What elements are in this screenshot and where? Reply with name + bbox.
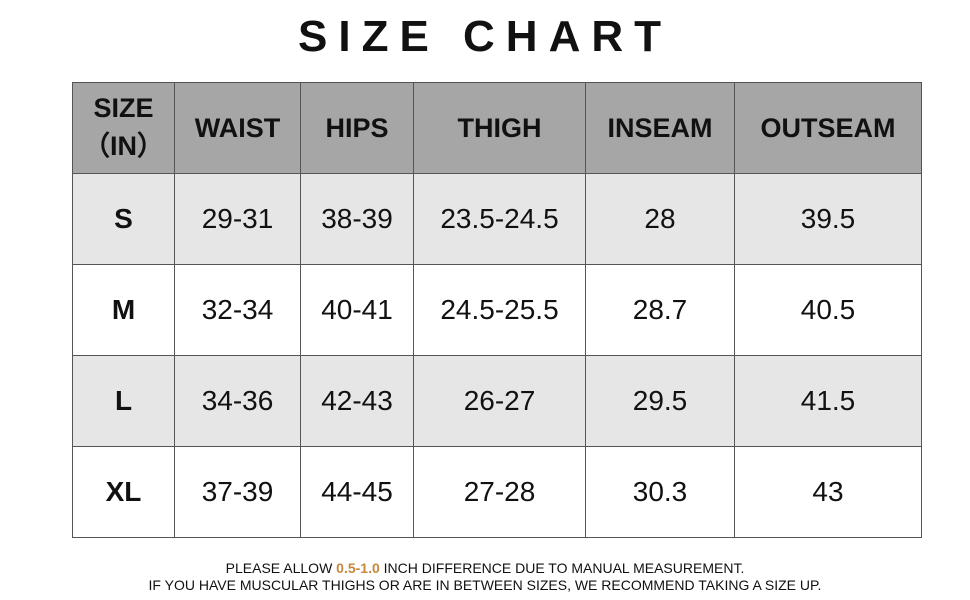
header-cell: OUTSEAM — [734, 82, 922, 174]
value-cell: 39.5 — [734, 173, 922, 265]
value-cell: 41.5 — [734, 355, 922, 447]
note: IF YOU HAVE MUSCULAR THIGHS OR ARE IN BE… — [148, 577, 822, 593]
value-cell: 29-31 — [174, 173, 301, 265]
value-cell: 24.5-25.5 — [413, 264, 586, 356]
title: SIZE CHART — [298, 12, 672, 61]
value-cell: 34-36 — [174, 355, 301, 447]
value-cell: 42-43 — [300, 355, 414, 447]
note-text: INCH DIFFERENCE DUE TO MANUAL MEASUREMEN… — [383, 560, 745, 576]
note: PLEASE ALLOW 0.5-1.0 INCH DIFFERENCE DUE… — [0, 560, 970, 576]
value-cell: 28.7 — [585, 264, 735, 356]
value-cell: 32-34 — [174, 264, 301, 356]
header-row: SIZE （IN） WAIST HIPS THIGH INSEAM OUTSEAM — [72, 82, 922, 174]
header-cell: SIZE （IN） — [72, 82, 175, 174]
value-cell: 40-41 — [300, 264, 414, 356]
note-highlight: 0.5-1.0 — [336, 560, 380, 576]
size-cell: XL — [72, 446, 175, 538]
value-cell: 23.5-24.5 — [413, 173, 586, 265]
value-cell: 26-27 — [413, 355, 586, 447]
value-cell: 44-45 — [300, 446, 414, 538]
header-cell: INSEAM — [585, 82, 735, 174]
table-row: S 29-31 38-39 23.5-24.5 28 39.5 — [72, 173, 922, 265]
size-cell: L — [72, 355, 175, 447]
table-row: XL 37-39 44-45 27-28 30.3 43 — [72, 446, 922, 538]
value-cell: 40.5 — [734, 264, 922, 356]
header-cell: THIGH — [413, 82, 586, 174]
value-cell: 30.3 — [585, 446, 735, 538]
header-text: （IN） — [83, 131, 164, 161]
size-cell: S — [72, 173, 175, 265]
header-cell: HIPS — [300, 82, 414, 174]
value-cell: 38-39 — [300, 173, 414, 265]
value-cell: 28 — [585, 173, 735, 265]
size-table: SIZE （IN） WAIST HIPS THIGH INSEAM OUTSEAM S 29… — [72, 82, 922, 538]
header-text: SIZE — [93, 93, 154, 123]
table-row: L 34-36 42-43 26-27 29.5 41.5 — [72, 355, 922, 447]
table-row: M 32-34 40-41 24.5-25.5 28.7 40.5 — [72, 264, 922, 356]
header-cell: WAIST — [174, 82, 301, 174]
note-text: PLEASE ALLOW — [225, 560, 333, 576]
value-cell: 37-39 — [174, 446, 301, 538]
size-cell: M — [72, 264, 175, 356]
value-cell: 43 — [734, 446, 922, 538]
value-cell: 29.5 — [585, 355, 735, 447]
value-cell: 27-28 — [413, 446, 586, 538]
